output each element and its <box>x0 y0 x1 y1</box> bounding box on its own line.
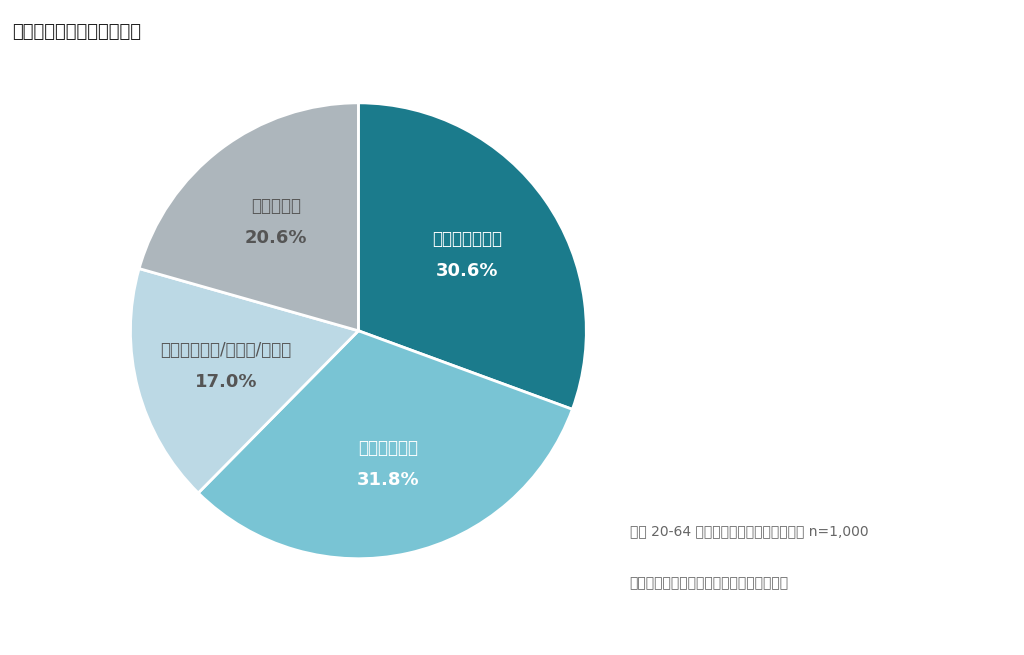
Text: 自社システム: 自社システム <box>358 440 418 457</box>
Text: モニタス「勤怠管理ツールに関する調査」: モニタス「勤怠管理ツールに関する調査」 <box>630 576 788 590</box>
Text: 20.6%: 20.6% <box>245 229 307 247</box>
Text: 31.8%: 31.8% <box>357 471 420 489</box>
Wedge shape <box>130 269 358 493</box>
Wedge shape <box>199 331 572 559</box>
Text: 全国 20-64 歳人事・労務関連業務従事者 n=1,000: 全国 20-64 歳人事・労務関連業務従事者 n=1,000 <box>630 524 868 538</box>
Text: 17.0%: 17.0% <box>195 373 257 390</box>
Text: 【勤務先の勤怠管理方法】: 【勤務先の勤怠管理方法】 <box>12 23 141 41</box>
Text: タイムカード/手書き/その他: タイムカード/手書き/その他 <box>161 341 292 359</box>
Wedge shape <box>358 103 587 409</box>
Text: 勤怠管理ツール: 勤怠管理ツール <box>432 230 502 248</box>
Text: 30.6%: 30.6% <box>435 262 498 280</box>
Text: わからない: わからない <box>251 196 301 215</box>
Wedge shape <box>139 103 358 331</box>
